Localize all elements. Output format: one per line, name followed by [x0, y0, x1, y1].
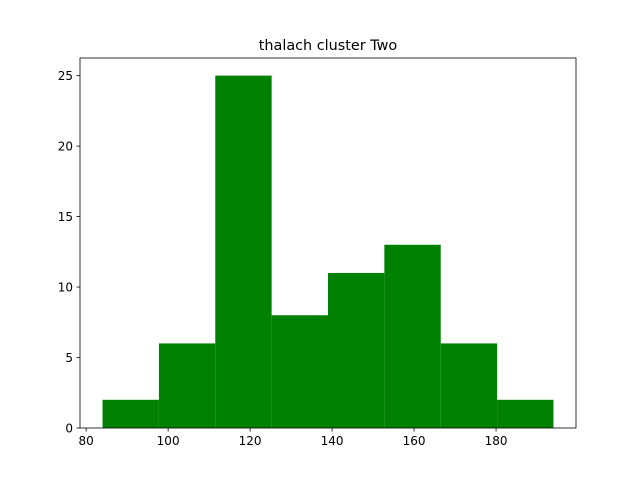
x-axis: 80 100 120 140 160 180 [79, 428, 508, 448]
y-axis: 0 5 10 15 20 25 [58, 69, 80, 435]
plot-area-frame [79, 57, 577, 429]
bars-layer [102, 75, 554, 428]
x-tick-label: 160 [403, 434, 426, 448]
y-tick-label: 15 [58, 210, 73, 224]
histogram-bar-6 [384, 244, 441, 428]
chart-title: thalach cluster Two [259, 38, 398, 54]
y-tick-label: 0 [65, 421, 73, 435]
y-tick-label: 25 [58, 69, 73, 83]
x-tick-label: 80 [79, 434, 94, 448]
x-tick-label: 180 [485, 434, 508, 448]
histogram-bar-7 [440, 343, 498, 428]
y-tick-label: 20 [58, 139, 73, 153]
x-tick-label: 140 [321, 434, 344, 448]
histogram-bar-5 [328, 272, 385, 428]
histogram-bar-4 [271, 315, 328, 428]
x-tick-label: 120 [239, 434, 262, 448]
histogram-bar-8 [497, 399, 554, 428]
y-tick-label: 5 [65, 351, 73, 365]
histogram-bar-1 [102, 399, 159, 428]
y-tick-label: 10 [58, 280, 73, 294]
histogram-bar-3 [215, 75, 272, 428]
histogram-bar-2 [158, 343, 216, 428]
x-tick-label: 100 [157, 434, 180, 448]
